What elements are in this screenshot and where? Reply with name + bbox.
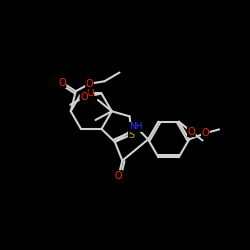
Text: O: O <box>86 88 94 99</box>
Text: O: O <box>202 128 209 138</box>
Text: S: S <box>128 130 134 140</box>
Text: O: O <box>115 171 122 181</box>
Text: NH: NH <box>129 122 143 132</box>
Text: O: O <box>86 79 93 89</box>
Text: O: O <box>188 127 195 137</box>
Text: O: O <box>58 78 66 88</box>
Text: O: O <box>80 92 88 102</box>
